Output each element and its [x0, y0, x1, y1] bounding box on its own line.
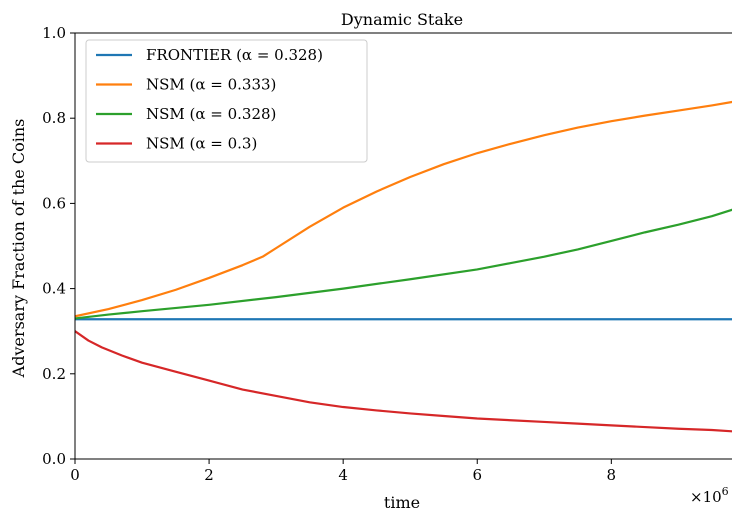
x-tick-label: 4 [338, 466, 348, 484]
series-line-2 [75, 210, 732, 319]
x-tick-label: 6 [472, 466, 482, 484]
y-tick-label: 1.0 [42, 24, 66, 42]
series-line-3 [75, 331, 732, 431]
y-tick-label: 0.6 [42, 194, 66, 212]
legend: FRONTIER (α = 0.328) NSM (α = 0.333) NSM (… [86, 40, 367, 162]
x-tick-label: 0 [70, 466, 80, 484]
legend-label: NSM (α = 0.3) [146, 135, 257, 153]
y-tick-label: 0.4 [42, 280, 66, 298]
x-axis-exponent: ×106 [690, 485, 729, 506]
y-tick-label: 0.0 [42, 450, 66, 468]
legend-label: NSM (α = 0.333) [146, 76, 276, 94]
x-axis-label: time [384, 493, 420, 512]
chart-title: Dynamic Stake [341, 10, 463, 29]
x-tick-label: 8 [607, 466, 617, 484]
y-axis-label: Adversary Fraction of the Coins [9, 119, 28, 379]
x-tick-label: 2 [204, 466, 214, 484]
y-tick-label: 0.8 [42, 109, 66, 127]
legend-label: FRONTIER (α = 0.328) [146, 46, 323, 64]
y-tick-label: 0.2 [42, 365, 66, 383]
legend-label: NSM (α = 0.328) [146, 105, 276, 123]
